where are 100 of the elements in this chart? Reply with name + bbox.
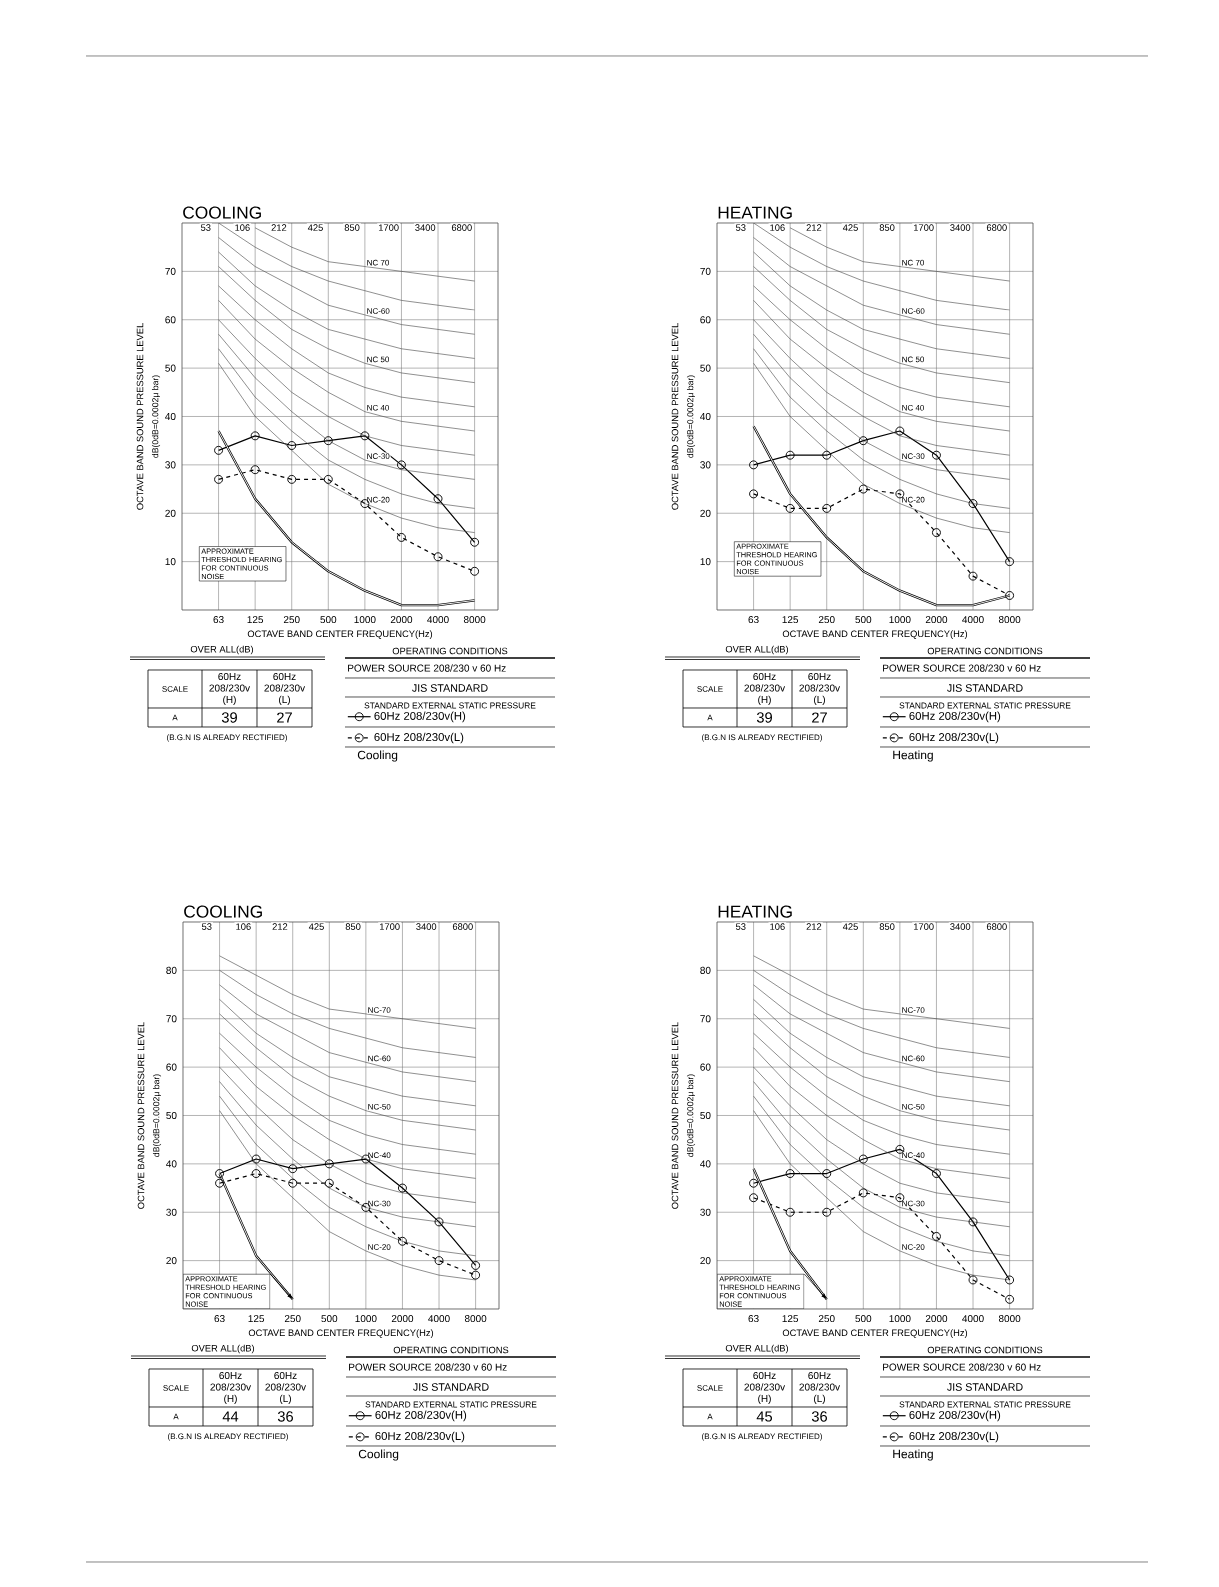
text: POWER SOURCE 208/230 v 60 Hz <box>348 664 506 672</box>
legend-label: 60Hz 208/230v(H) <box>375 1410 467 1422</box>
text: JIS STANDARD <box>412 684 488 692</box>
text: 27 <box>812 712 827 723</box>
text: A <box>707 714 713 721</box>
text: OVER ALL(dB) <box>190 645 254 655</box>
y-tick-label: 50 <box>700 1111 711 1120</box>
text: SCALE <box>162 686 188 692</box>
text: 36 <box>811 1411 827 1422</box>
chart-title: HEATING <box>718 905 792 918</box>
text: SCALE <box>697 1385 723 1391</box>
text: (B.G.N IS ALREADY RECTIFIED) <box>168 1433 288 1441</box>
y-tick-label: 20 <box>166 1257 177 1265</box>
y-tick-label: 30 <box>700 1208 711 1216</box>
y-tick-label: 50 <box>166 1111 177 1120</box>
series-label: NC-60 <box>902 1055 925 1062</box>
x-tick-label: 250 <box>283 616 300 624</box>
text: 39 <box>221 712 237 723</box>
text: A <box>173 1413 179 1420</box>
x-tick-label: 2000 <box>390 616 413 624</box>
x-tick-label: 250 <box>818 616 835 624</box>
annotation: 425 <box>842 224 858 231</box>
text: STANDARD EXTERNAL STATIC PRESSURE <box>365 1401 537 1408</box>
y-tick-label: 20 <box>165 509 176 517</box>
text: dB(0dB=0.0002μ bar) <box>686 375 696 458</box>
x-tick-label: 8000 <box>998 616 1021 624</box>
annotation: 6800 <box>986 224 1007 231</box>
y-tick-label: 10 <box>165 558 176 566</box>
series-label: NC 50 <box>902 356 925 363</box>
text: POWER SOURCE 208/230 v 60 Hz <box>883 664 1041 672</box>
annotation: 6800 <box>452 923 473 930</box>
x-tick-label: 1000 <box>889 616 911 624</box>
series-label: NC-30 <box>902 453 925 459</box>
text: OPERATING CONDITIONS <box>392 647 508 655</box>
y-tick-label: 60 <box>700 316 711 324</box>
x-tick-label: 8000 <box>998 1315 1021 1323</box>
y-tick-label: 60 <box>165 316 176 324</box>
y-tick-label: 40 <box>166 1160 177 1168</box>
series-label: NC-20 <box>367 496 390 503</box>
text: OPERATING CONDITIONS <box>393 1346 509 1354</box>
legend-label: 60Hz 208/230v(L) <box>374 732 464 744</box>
series-label: NC-20 <box>368 1244 391 1250</box>
text: dB(0dB=0.0002μ bar) <box>152 1074 162 1157</box>
annotation: 6800 <box>986 923 1007 930</box>
x-tick-label: 63 <box>748 1315 759 1323</box>
x-tick-label: 500 <box>321 1315 338 1323</box>
series-label: NC 70 <box>902 259 925 266</box>
y-axis-title: OCTAVE BAND SOUND PRESSURE LEVEL <box>671 323 679 510</box>
annotation: 53 <box>201 923 212 930</box>
annotation: 1700 <box>378 224 399 231</box>
x-axis-title: OCTAVE BAND CENTER FREQUENCY(Hz) <box>247 630 433 639</box>
y-tick-label: 60 <box>700 1063 711 1071</box>
text: Cooling <box>357 750 398 762</box>
y-tick-label: 70 <box>166 1015 177 1023</box>
x-tick-label: 4000 <box>962 1315 984 1323</box>
text: STANDARD EXTERNAL STATIC PRESSURE <box>899 702 1071 709</box>
series-label: NC-70 <box>368 1007 391 1013</box>
legend-label: 60Hz 208/230v(L) <box>909 732 999 744</box>
x-tick-label: 1000 <box>354 616 376 624</box>
text: 60Hz 208/230v (H) <box>209 672 251 706</box>
legend-label: 60Hz 208/230v(H) <box>374 711 466 723</box>
annotation: 850 <box>879 224 895 231</box>
text: OVER ALL(dB) <box>191 1344 255 1354</box>
x-tick-label: 125 <box>247 616 264 624</box>
text: STANDARD EXTERNAL STATIC PRESSURE <box>899 1401 1071 1408</box>
annotation: 850 <box>879 923 895 930</box>
text: SCALE <box>697 686 723 692</box>
annotation: 106 <box>236 923 251 930</box>
annotation: 425 <box>307 224 323 231</box>
text: POWER SOURCE 208/230 v 60 Hz <box>349 1363 507 1371</box>
annotation: 106 <box>770 224 785 231</box>
x-tick-label: 63 <box>748 616 759 624</box>
series-label: NC-40 <box>902 1152 925 1158</box>
annotation: 1700 <box>913 224 934 231</box>
annotation: 6800 <box>451 224 472 231</box>
y-tick-label: 70 <box>700 1015 711 1023</box>
text: 39 <box>756 712 772 723</box>
text: 60Hz 208/230v (H) <box>210 1371 252 1405</box>
legend-label: 60Hz 208/230v(L) <box>375 1431 465 1443</box>
text: OVER ALL(dB) <box>725 645 789 655</box>
x-tick-label: 125 <box>782 616 799 624</box>
text: JIS STANDARD <box>947 684 1023 692</box>
annotation: 1700 <box>379 923 400 930</box>
series-label: NC 40 <box>902 404 925 411</box>
text: OPERATING CONDITIONS <box>927 647 1043 655</box>
x-tick-label: 4000 <box>428 1315 450 1323</box>
x-tick-label: 1000 <box>355 1315 377 1323</box>
x-axis-title: OCTAVE BAND CENTER FREQUENCY(Hz) <box>248 1329 434 1338</box>
x-tick-label: 2000 <box>925 1315 948 1323</box>
series-label: NC 40 <box>367 404 390 411</box>
y-tick-label: 20 <box>700 1257 711 1265</box>
y-tick-label: 80 <box>700 966 711 974</box>
series-label: NC-60 <box>368 1055 391 1062</box>
x-tick-label: 500 <box>855 616 872 624</box>
annotation: 3400 <box>950 923 971 930</box>
annotation: 53 <box>735 224 746 231</box>
annotation: 850 <box>345 923 361 930</box>
y-axis-title: OCTAVE BAND SOUND PRESSURE LEVEL <box>671 1022 679 1209</box>
y-tick-label: 30 <box>166 1208 177 1216</box>
y-tick-label: 30 <box>165 461 176 469</box>
